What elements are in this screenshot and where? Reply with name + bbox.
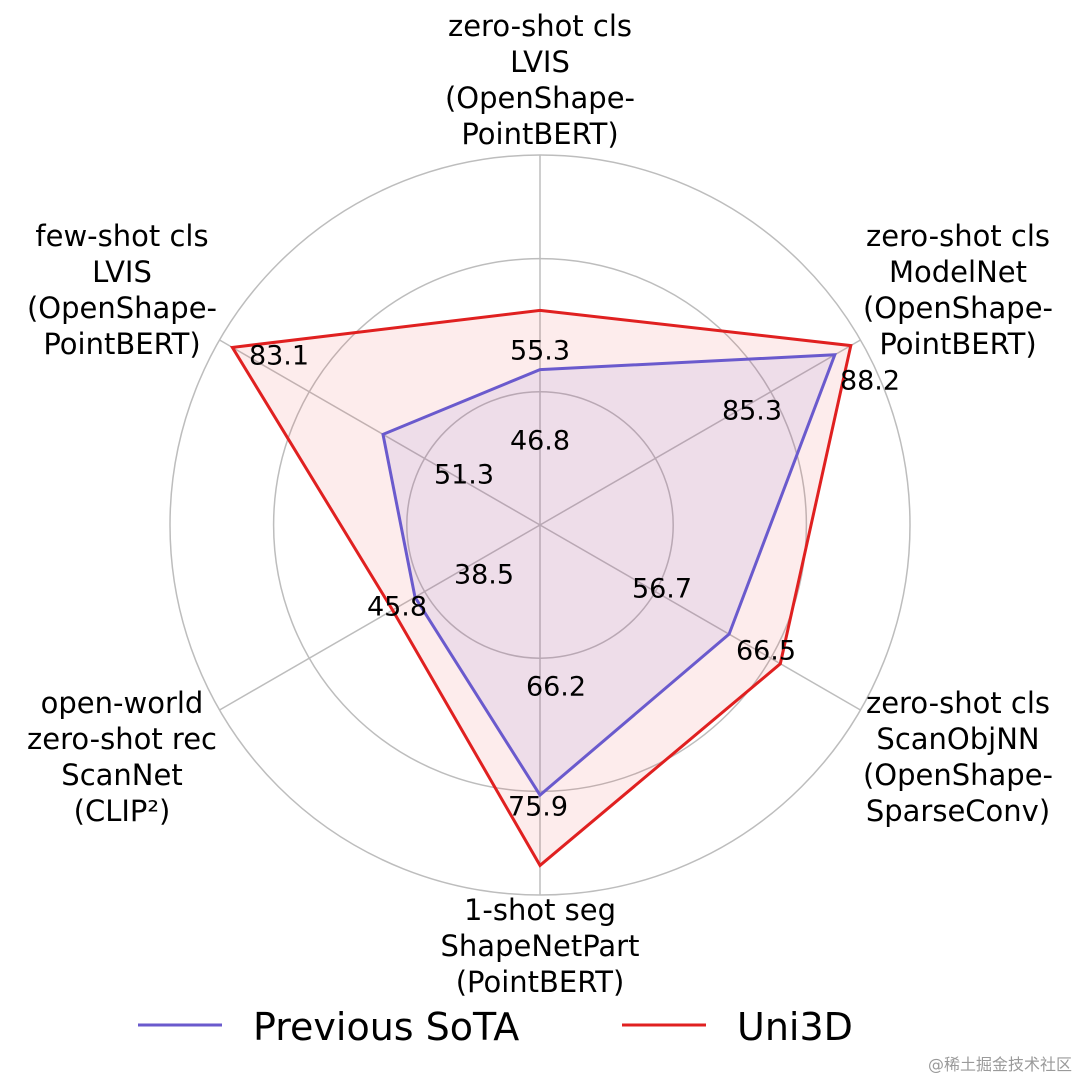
axis-label-4-line-2: ShapeNetPart (441, 929, 640, 963)
value-label-previous-sota-3: 56.7 (632, 574, 692, 605)
axis-label-5: open-world zero-shot rec ScanNet (CLIP²) (27, 686, 217, 828)
axis-label-3-line-1: zero-shot cls (866, 686, 1050, 720)
value-label-uni3d-3: 66.5 (736, 636, 796, 667)
axis-label-1: zero-shot cls LVIS (OpenShape-PointBERT) (445, 9, 635, 151)
axis-label-6-line-4: PointBERT) (43, 327, 200, 361)
value-label-uni3d-5: 45.8 (367, 592, 427, 623)
axis-label-5-line-3: ScanNet (61, 758, 182, 792)
axis-spoke-2 (539, 339, 861, 526)
axis-spoke-5 (219, 524, 541, 711)
value-labels: 46.8 85.3 56.7 66.2 38.5 51.3 55.3 88.2 66.5 75.9… (249, 336, 900, 823)
axis-label-3-line-3: (OpenShape- (863, 758, 1053, 792)
axis-label-6: few-shot cls LVIS (OpenShape-PointBERT) (27, 219, 217, 361)
value-label-previous-sota-2: 85.3 (722, 396, 782, 427)
axis-label-6-line-2: LVIS (92, 255, 152, 289)
axis-label-4-line-1: 1-shot seg (464, 893, 616, 927)
axis-label-2-line-2: ModelNet (889, 255, 1027, 289)
axis-label-5-line-4: (CLIP²) (74, 794, 171, 828)
axis-spoke-6 (219, 339, 541, 526)
axis-labels: zero-shot cls LVIS (OpenShape-PointBERT)ze… (27, 9, 1053, 999)
axis-label-2: zero-shot cls ModelNet (OpenShape-PointBER… (863, 219, 1053, 361)
value-label-previous-sota-6: 51.3 (434, 460, 494, 491)
series-layer (229, 308, 853, 868)
axis-label-6-line-3: (OpenShape- (27, 291, 217, 325)
value-label-uni3d-1: 55.3 (510, 336, 570, 367)
watermark: @稀土掘金技术社区 (928, 1055, 1072, 1074)
axis-label-4-line-3: (PointBERT) (456, 965, 625, 999)
axis-label-5-line-1: open-world (41, 686, 204, 720)
axis-label-2-line-1: zero-shot cls (866, 219, 1050, 253)
axis-label-4: 1-shot seg ShapeNetPart (PointBERT) (441, 893, 640, 999)
axis-label-6-line-1: few-shot cls (35, 219, 208, 253)
axis-spoke-3 (539, 524, 861, 711)
value-label-uni3d-4: 75.9 (508, 792, 568, 823)
axis-label-1-line-2: LVIS (510, 45, 570, 79)
axis-label-3-line-4: SparseConv) (866, 794, 1050, 828)
axis-label-3-line-2: ScanObjNN (876, 722, 1039, 756)
value-label-previous-sota-1: 46.8 (510, 426, 570, 457)
axis-label-1-line-3: (OpenShape- (445, 81, 635, 115)
series-polygon-previous-sota (381, 353, 838, 798)
value-label-uni3d-2: 88.2 (840, 366, 900, 397)
axis-label-1-line-4: PointBERT) (461, 117, 618, 151)
axis-label-5-line-2: zero-shot rec (27, 722, 217, 756)
axis-label-1-line-1: zero-shot cls (448, 9, 632, 43)
legend-label-uni3d: Uni3D (737, 1005, 853, 1049)
value-label-previous-sota-4: 66.2 (526, 672, 586, 703)
grid-layer (169, 154, 911, 896)
axis-label-3: zero-shot cls ScanObjNN (OpenShape-SparseC… (863, 686, 1053, 828)
value-label-uni3d-6: 83.1 (249, 341, 309, 372)
value-label-previous-sota-5: 38.5 (454, 560, 514, 591)
axis-label-2-line-4: PointBERT) (879, 327, 1036, 361)
axis-label-2-line-3: (OpenShape- (863, 291, 1053, 325)
legend-label-previous-sota: Previous SoTA (253, 1005, 519, 1049)
legend: Previous SoTA Uni3D (138, 1005, 853, 1049)
